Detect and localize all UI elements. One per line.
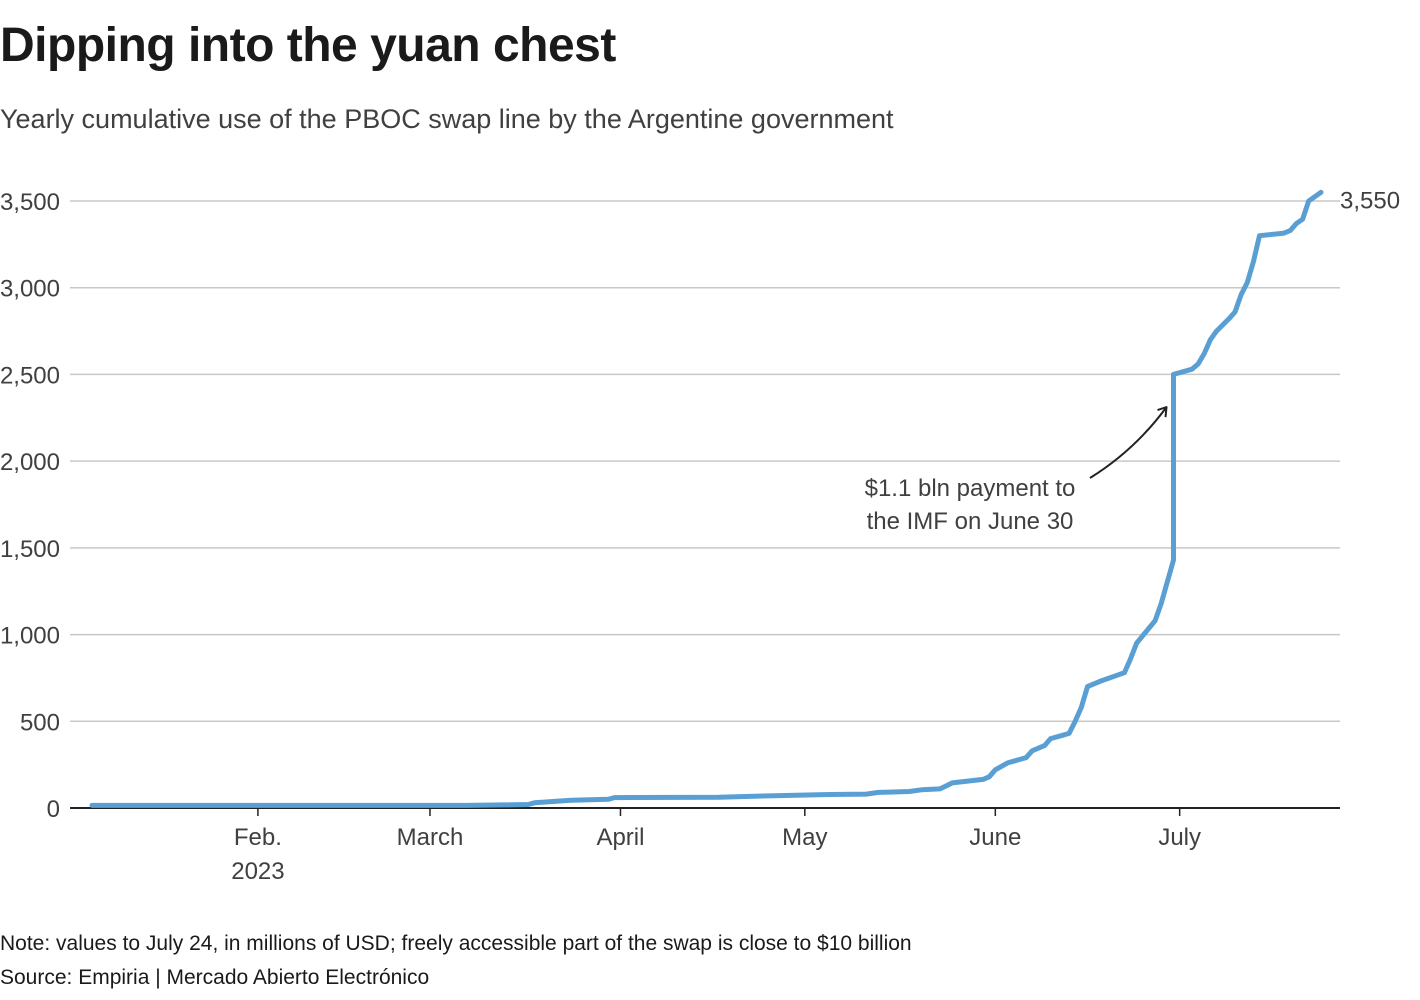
y-tick-label: 2,500	[0, 362, 60, 389]
annotation-text: the IMF on June 30	[867, 508, 1074, 535]
y-tick-label: 3,000	[0, 276, 60, 303]
x-tick-label: July	[1158, 824, 1201, 851]
x-tick-label: April	[596, 824, 644, 851]
x-tick-label: June	[969, 824, 1021, 851]
annotation-text: $1.1 bln payment to	[865, 475, 1076, 502]
end-value-label: 3,550	[1340, 187, 1400, 214]
annotation-arrowhead	[1157, 406, 1168, 418]
y-tick-label: 0	[47, 796, 60, 823]
series-line	[89, 189, 1324, 808]
y-tick-label: 1,500	[0, 536, 60, 563]
chart-note: Note: values to July 24, in millions of …	[0, 932, 912, 955]
chart-subtitle: Yearly cumulative use of the PBOC swap l…	[0, 104, 894, 134]
gridlines	[70, 200, 1340, 723]
y-tick-label: 2,000	[0, 449, 60, 476]
annotation-arrow	[1089, 406, 1168, 479]
chart-title: Dipping into the yuan chest	[0, 19, 616, 72]
y-tick-label: 500	[20, 709, 60, 736]
x-tick-sublabel: 2023	[231, 858, 284, 885]
y-tick-label: 1,000	[0, 623, 60, 650]
y-tick-label: 3,500	[0, 189, 60, 216]
x-tick-label: May	[782, 824, 827, 851]
chart-source: Source: Empiria | Mercado Abierto Electr…	[0, 966, 430, 989]
labels: 0 500 1,000 1,500 2,000 2,500 3,000 3,500 Feb. 20…	[0, 187, 1400, 885]
axes	[70, 807, 1340, 816]
x-tick-label: Feb.	[234, 824, 282, 851]
series	[89, 189, 1324, 808]
x-tick-label: March	[397, 824, 464, 851]
